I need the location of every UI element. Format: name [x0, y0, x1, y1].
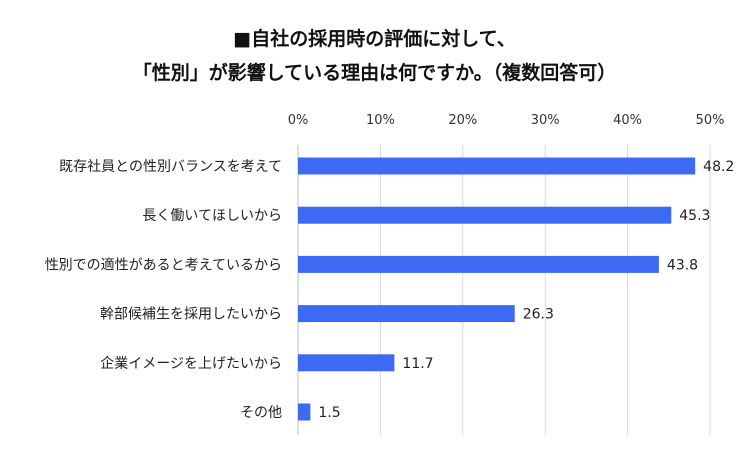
value-label: 26.3	[523, 307, 554, 323]
value-label: 48.2	[703, 159, 734, 175]
value-label: 43.8	[667, 257, 698, 273]
category-label: 長く働いてほしいから	[142, 208, 282, 224]
bar	[298, 305, 515, 323]
x-tick-label: 20%	[448, 113, 477, 128]
category-labels: 既存社員との性別バランスを考えて長く働いてほしいから性別での適性があると考えてい…	[45, 159, 282, 421]
chart-title-line-2: 「性別」が影響している理由は何ですか。（複数回答可）	[132, 62, 617, 84]
chart-title: ■自社の採用時の評価に対して、 「性別」が影響している理由は何ですか。（複数回答…	[0, 22, 749, 90]
x-axis-tick-labels: 0% 10% 20% 30% 40% 50%	[288, 113, 725, 128]
x-tick-label: 0%	[288, 113, 309, 128]
bar	[298, 157, 696, 175]
category-label: 企業イメージを上げたいから	[100, 355, 282, 372]
x-tick-label: 30%	[531, 113, 560, 128]
chart-title-line-1: ■自社の採用時の評価に対して、	[233, 28, 516, 50]
bar	[298, 255, 659, 273]
value-labels: 48.2 45.3 43.8 26.3 11.7 1.5	[318, 159, 734, 421]
x-tick-label: 50%	[696, 113, 725, 128]
bars	[298, 157, 696, 421]
category-label: 既存社員との性別バランスを考えて	[59, 159, 282, 175]
x-tick-label: 10%	[366, 113, 395, 128]
category-label: 幹部候補生を採用したいから	[100, 306, 282, 323]
category-label: 性別での適性があると考えているから	[45, 256, 282, 273]
value-label: 45.3	[679, 208, 710, 224]
gridlines	[297, 145, 711, 435]
value-label: 1.5	[318, 405, 340, 421]
category-label: その他	[240, 405, 282, 421]
bar	[298, 403, 311, 421]
value-label: 11.7	[402, 356, 433, 372]
bar	[298, 206, 672, 224]
x-tick-label: 40%	[613, 113, 642, 128]
bar	[298, 354, 395, 372]
